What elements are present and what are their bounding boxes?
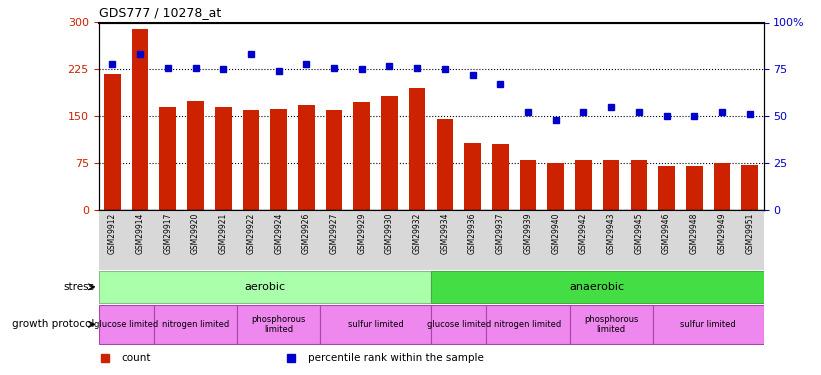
Text: nitrogen limited: nitrogen limited <box>494 320 562 329</box>
Text: GSM29914: GSM29914 <box>135 213 144 254</box>
Text: GSM29934: GSM29934 <box>440 213 449 255</box>
Bar <box>465 143 481 210</box>
Text: sulfur limited: sulfur limited <box>348 320 403 329</box>
Bar <box>320 304 431 344</box>
Bar <box>409 88 425 210</box>
Text: GSM29942: GSM29942 <box>579 213 588 254</box>
Text: GSM29939: GSM29939 <box>524 213 533 255</box>
Bar <box>570 304 653 344</box>
Bar <box>713 163 731 210</box>
Bar <box>99 271 431 303</box>
Text: GSM29945: GSM29945 <box>635 213 644 255</box>
Text: GSM29932: GSM29932 <box>413 213 422 254</box>
Text: phosphorous
limited: phosphorous limited <box>251 315 305 334</box>
Bar <box>326 110 342 210</box>
Bar <box>243 110 259 210</box>
Text: anaerobic: anaerobic <box>570 282 625 292</box>
Text: GSM29948: GSM29948 <box>690 213 699 254</box>
Bar <box>104 74 121 210</box>
Bar <box>354 102 370 210</box>
Text: GSM29926: GSM29926 <box>302 213 311 254</box>
Text: GSM29912: GSM29912 <box>108 213 117 254</box>
Text: growth protocol: growth protocol <box>12 320 94 329</box>
Bar <box>741 165 758 210</box>
Bar <box>381 96 398 210</box>
Text: glucose limited: glucose limited <box>427 320 491 329</box>
Bar <box>576 160 592 210</box>
Text: GSM29921: GSM29921 <box>218 213 227 254</box>
Text: GSM29920: GSM29920 <box>191 213 200 254</box>
Text: sulfur limited: sulfur limited <box>681 320 736 329</box>
Text: GSM29917: GSM29917 <box>163 213 172 254</box>
Bar <box>237 304 320 344</box>
Bar <box>132 29 149 210</box>
Bar <box>487 304 570 344</box>
Bar <box>603 160 620 210</box>
Text: GDS777 / 10278_at: GDS777 / 10278_at <box>99 6 221 19</box>
Text: GSM29929: GSM29929 <box>357 213 366 254</box>
Bar <box>298 105 314 210</box>
Bar <box>431 271 764 303</box>
Bar <box>270 109 287 210</box>
Text: GSM29924: GSM29924 <box>274 213 283 254</box>
Bar <box>686 166 703 210</box>
Text: GSM29951: GSM29951 <box>745 213 754 254</box>
Bar <box>631 160 647 210</box>
Text: GSM29940: GSM29940 <box>551 213 560 255</box>
Bar <box>154 304 237 344</box>
Text: phosphorous
limited: phosphorous limited <box>584 315 638 334</box>
Bar <box>159 107 177 210</box>
Text: glucose limited: glucose limited <box>94 320 158 329</box>
Text: count: count <box>122 353 151 363</box>
Text: GSM29922: GSM29922 <box>246 213 255 254</box>
Text: aerobic: aerobic <box>244 282 286 292</box>
Bar <box>653 304 764 344</box>
Text: stress: stress <box>63 282 94 292</box>
Bar <box>215 107 232 210</box>
Text: GSM29937: GSM29937 <box>496 213 505 255</box>
Bar <box>492 144 509 210</box>
Bar <box>187 100 204 210</box>
Bar <box>437 119 453 210</box>
Text: GSM29936: GSM29936 <box>468 213 477 255</box>
Text: GSM29930: GSM29930 <box>385 213 394 255</box>
Bar <box>431 304 487 344</box>
Text: percentile rank within the sample: percentile rank within the sample <box>308 353 484 363</box>
Text: GSM29927: GSM29927 <box>329 213 338 254</box>
Text: GSM29943: GSM29943 <box>607 213 616 255</box>
Bar <box>658 166 675 210</box>
Text: nitrogen limited: nitrogen limited <box>162 320 229 329</box>
Text: GSM29946: GSM29946 <box>662 213 671 255</box>
Bar <box>99 304 154 344</box>
Bar <box>520 160 536 210</box>
Text: GSM29949: GSM29949 <box>718 213 727 255</box>
Bar <box>548 163 564 210</box>
